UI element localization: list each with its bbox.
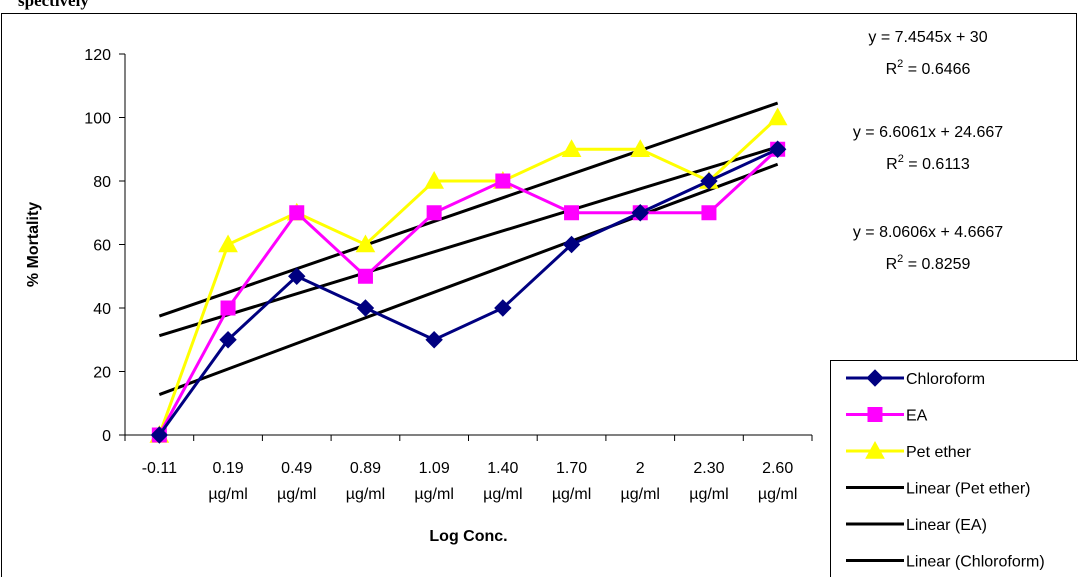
r-squared-superscript: 2 xyxy=(897,253,903,265)
data-point xyxy=(768,140,787,158)
r-squared-label: R2 = 0.8259 xyxy=(886,253,971,273)
data-point xyxy=(355,234,376,253)
x-tick-label: 1.40 xyxy=(487,460,518,477)
r-squared-symbol: R xyxy=(886,61,898,78)
trendline xyxy=(158,145,779,338)
data-point xyxy=(219,331,237,349)
series-ea xyxy=(151,141,786,443)
data-point xyxy=(288,267,306,285)
series-chloroform xyxy=(150,140,787,444)
x-tick-unit: µg/ml xyxy=(552,486,591,503)
x-tick-unit: µg/ml xyxy=(758,486,797,503)
data-point xyxy=(218,234,238,253)
x-tick-unit: µg/ml xyxy=(689,486,728,503)
legend: Chloroform EA Pet ether Linear (Pet ether) L… xyxy=(830,360,1078,577)
trendline-equation: y = 6.6061x + 24.667 xyxy=(853,124,1003,141)
data-point xyxy=(562,235,581,254)
x-tick-unit: µg/ml xyxy=(483,486,522,503)
r-squared-label: R2 = 0.6113 xyxy=(886,153,970,173)
x-tick-unit: µg/ml xyxy=(346,486,385,503)
series-line xyxy=(157,116,779,436)
x-axis-title: Log Conc. xyxy=(429,528,507,545)
x-tick-label: 0.89 xyxy=(350,460,381,477)
legend-label: Linear (Pet ether) xyxy=(906,481,1031,498)
data-point xyxy=(426,205,442,221)
r-squared-symbol: R xyxy=(886,256,898,273)
legend-item: Pet ether xyxy=(846,440,972,461)
data-point xyxy=(767,107,788,126)
header-text: spectively xyxy=(18,0,89,10)
r-squared-value: = 0.8259 xyxy=(903,256,970,273)
legend-item: Linear (Chloroform) xyxy=(846,554,1045,571)
legend-marker xyxy=(865,440,885,459)
series-pet-ether xyxy=(149,107,788,443)
x-tick-label: 2.30 xyxy=(693,460,724,477)
trendline xyxy=(158,162,779,396)
data-point xyxy=(701,205,717,221)
y-tick-label: 100 xyxy=(84,111,111,128)
series-line xyxy=(158,147,779,436)
r-squared-superscript: 2 xyxy=(898,153,904,165)
y-tick-label: 0 xyxy=(102,428,111,445)
trendlines xyxy=(158,101,779,396)
y-tick-label: 40 xyxy=(93,301,111,318)
data-point xyxy=(356,299,375,317)
legend-item: Chloroform xyxy=(846,369,985,388)
x-tick-label: -0.11 xyxy=(142,460,177,477)
data-point xyxy=(494,299,512,317)
data-point xyxy=(564,205,580,221)
data-point xyxy=(150,426,169,444)
r-squared-superscript: 2 xyxy=(897,58,903,70)
data-point xyxy=(495,173,511,189)
x-tick-label: 2 xyxy=(636,460,645,477)
axes: 0 20 40 60 80 100 120 -0.11 0.19 µg/ml 0.49 µg/ml 0.… xyxy=(25,47,813,545)
x-tick-label: 1.70 xyxy=(556,460,587,477)
x-tick-label: 2.60 xyxy=(762,460,793,477)
legend-label: Linear (EA) xyxy=(906,517,987,534)
legend-item: Linear (EA) xyxy=(846,517,987,534)
y-tick-label: 120 xyxy=(84,47,111,64)
x-tick-unit: µg/ml xyxy=(277,486,316,503)
data-point xyxy=(700,172,718,190)
x-tick-label: 0.49 xyxy=(281,460,312,477)
series-lines xyxy=(149,107,788,444)
chart-frame xyxy=(1,13,1077,577)
y-tick-label: 20 xyxy=(93,365,111,382)
y-axis-title: % Mortality xyxy=(25,202,42,287)
data-point xyxy=(630,139,651,157)
data-point xyxy=(424,170,444,189)
legend-marker xyxy=(866,369,884,387)
r-squared-value: = 0.6466 xyxy=(903,61,970,78)
data-point xyxy=(425,331,443,349)
legend-label: Chloroform xyxy=(906,371,985,388)
y-tick-label: 60 xyxy=(93,238,111,255)
legend-label: Pet ether xyxy=(906,444,972,461)
trendline-equation: y = 8.0606x + 4.6667 xyxy=(853,224,1003,241)
x-tick-unit: µg/ml xyxy=(621,486,660,503)
trendline-equation: y = 7.4545x + 30 xyxy=(868,29,987,46)
series-line xyxy=(158,148,779,436)
r-squared-label: R2 = 0.6466 xyxy=(886,58,971,78)
data-point xyxy=(561,139,582,157)
legend-label: Linear (Chloroform) xyxy=(906,554,1045,571)
r-squared-value: = 0.6113 xyxy=(904,156,970,173)
y-tick-label: 80 xyxy=(93,174,111,191)
legend-marker xyxy=(867,407,883,422)
r-squared-symbol: R xyxy=(886,156,898,173)
data-point xyxy=(357,268,373,284)
x-tick-label: 1.09 xyxy=(419,460,450,477)
data-point xyxy=(631,204,649,222)
legend-label: EA xyxy=(906,408,928,425)
x-tick-label: 0.19 xyxy=(212,460,243,477)
data-point xyxy=(289,205,305,221)
legend-box xyxy=(830,360,1078,577)
x-tick-unit: µg/ml xyxy=(208,486,247,503)
legend-item: EA xyxy=(846,407,928,425)
trendline xyxy=(158,101,779,318)
x-tick-unit: µg/ml xyxy=(414,486,453,503)
legend-item: Linear (Pet ether) xyxy=(846,481,1031,498)
data-point xyxy=(220,300,236,316)
